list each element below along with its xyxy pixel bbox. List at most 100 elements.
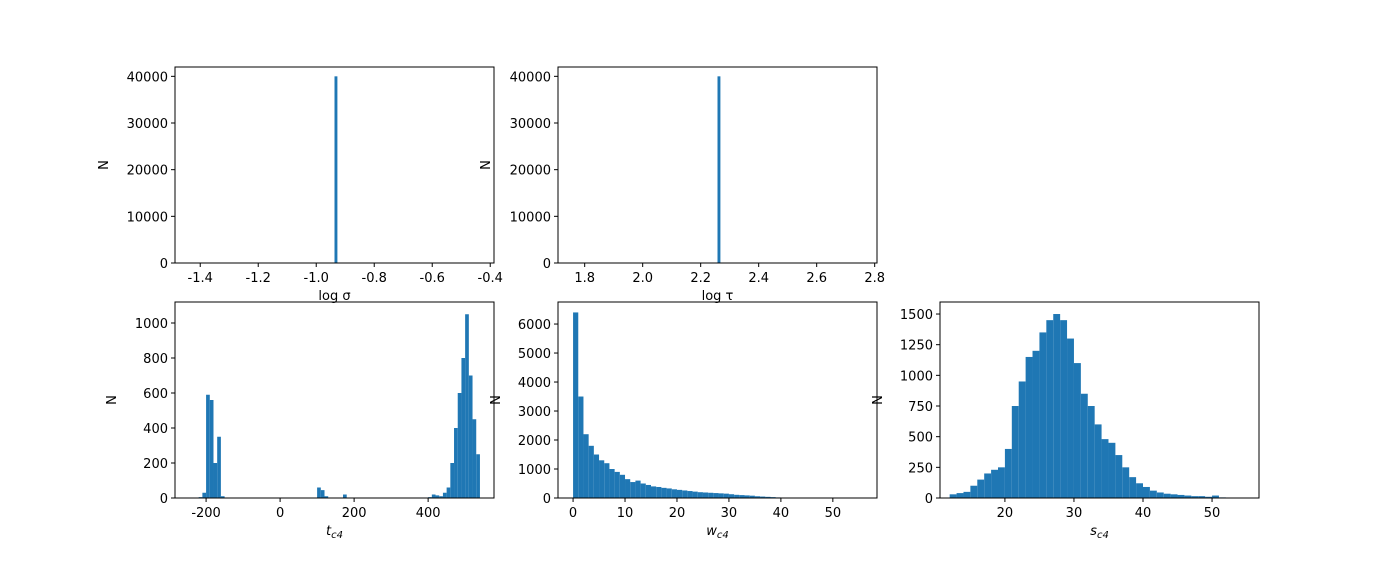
histogram-bar [461,358,465,498]
histogram-bar [957,493,964,498]
histogram-bar [1150,491,1157,498]
histogram-bar [1081,394,1088,498]
x-axis-label: wc4 [706,524,729,541]
histogram-bar [604,463,609,498]
histogram-bar [656,487,661,498]
histogram-bar [476,454,480,498]
histogram-bar [1095,424,1102,498]
histogram-bar [963,492,970,498]
x-tick-label: 30 [721,506,738,521]
histogram-bar [317,488,321,499]
histogram-bar [454,428,458,498]
histogram-bar [213,463,217,498]
histogram-bar [1102,439,1109,498]
axes-frame [175,302,494,498]
histogram-bar [202,493,206,498]
histogram-bar [977,480,984,498]
y-tick-label: 1000 [135,317,168,332]
y-axis-label: N [479,160,494,170]
x-tick-label: 2.4 [748,271,769,286]
y-tick-label: 10000 [127,210,168,225]
histogram-bar [1164,494,1171,498]
histogram-bar [469,376,473,499]
y-tick-label: 1500 [900,308,933,323]
x-tick-label: 40 [1135,506,1152,521]
histogram-bar [432,495,436,499]
histogram-bar [1136,483,1143,498]
y-tick-label: 1000 [518,463,551,478]
histogram-bar [321,490,325,498]
histogram-bar [687,491,692,498]
histogram-bar [578,397,583,498]
x-tick-label: -1.0 [304,271,329,286]
histogram-bar [1074,363,1081,498]
x-tick-label: 40 [773,506,790,521]
histogram-bar [443,493,447,498]
histogram-bar [217,437,221,498]
histogram-bar [625,479,630,498]
x-tick-label: -1.4 [188,271,213,286]
histogram-bar [447,488,451,499]
x-axis-label-main: w [706,524,717,539]
y-tick-label: 4000 [518,376,551,391]
histogram-bar [1005,449,1012,498]
histogram-bar [1122,467,1129,498]
histogram-bar [703,492,708,498]
y-tick-label: 40000 [127,70,168,85]
histogram-bar [682,490,687,498]
histogram-bar [573,312,578,498]
y-tick-label: 20000 [510,164,551,179]
x-tick-label: 0 [569,506,577,521]
x-tick-label: 30 [1066,506,1083,521]
histogram-bar [343,495,347,499]
histogram-bar [1067,339,1074,498]
histogram-bar [615,472,620,498]
y-tick-label: 5000 [518,347,551,362]
histogram-bar [950,494,957,498]
y-tick-label: 40000 [510,70,551,85]
histogram-bar [450,463,454,498]
histogram-bar [677,490,682,498]
y-tick-label: 400 [143,422,168,437]
x-tick-label: 50 [1204,506,1221,521]
x-axis-label-subscript: c4 [331,530,343,541]
x-tick-label: 20 [997,506,1014,521]
histogram-bar [718,76,721,263]
histogram-bar [1039,332,1046,498]
histogram-bar [583,434,588,498]
histogram-bar [589,446,594,498]
x-tick-label: 200 [342,506,367,521]
x-tick-label: 0 [276,506,284,521]
histogram-bar [1012,406,1019,498]
y-tick-label: 600 [143,387,168,402]
histogram-bar [1033,351,1040,498]
y-tick-label: 20000 [127,164,168,179]
histogram-bar [630,482,635,498]
histogram-bar [1026,357,1033,498]
histogram-bar [599,460,604,498]
x-tick-label: -0.8 [362,271,387,286]
histogram-bar [609,469,614,498]
y-tick-label: 2000 [518,434,551,449]
y-tick-label: 500 [908,431,933,446]
histogram-bar [646,485,651,498]
histogram-bar [661,488,666,498]
histogram-bar [991,470,998,498]
histogram-bar [1019,381,1026,498]
histogram-bar [620,475,625,498]
histogram-bar [651,486,656,498]
y-tick-label: 0 [543,492,551,507]
histogram-bar [693,492,698,498]
histogram-bar [635,481,640,498]
x-axis-label-subscript: c4 [717,530,729,541]
x-axis-label-subscript: c4 [1097,530,1109,541]
histogram-bar [1108,443,1115,498]
histogram-bar [1157,492,1164,498]
x-tick-label: 50 [825,506,842,521]
histogram-bar [729,494,734,498]
y-tick-label: 3000 [518,405,551,420]
histogram-bar [713,493,718,498]
x-tick-label: 20 [669,506,686,521]
x-tick-label: 400 [416,506,441,521]
